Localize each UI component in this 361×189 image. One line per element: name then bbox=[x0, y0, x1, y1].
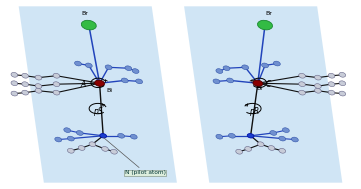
Text: Bi: Bi bbox=[256, 86, 262, 91]
Ellipse shape bbox=[35, 84, 42, 88]
Ellipse shape bbox=[270, 131, 277, 135]
Text: pR: pR bbox=[249, 107, 259, 116]
Ellipse shape bbox=[273, 61, 280, 66]
Ellipse shape bbox=[279, 136, 286, 141]
Ellipse shape bbox=[314, 75, 321, 80]
Text: N (pilot atom): N (pilot atom) bbox=[104, 138, 166, 175]
Ellipse shape bbox=[223, 66, 230, 71]
Ellipse shape bbox=[132, 69, 139, 73]
Ellipse shape bbox=[236, 149, 243, 154]
Ellipse shape bbox=[35, 75, 42, 80]
Ellipse shape bbox=[339, 81, 346, 86]
Ellipse shape bbox=[213, 79, 220, 84]
Ellipse shape bbox=[95, 80, 104, 86]
Ellipse shape bbox=[78, 146, 85, 150]
Ellipse shape bbox=[216, 69, 223, 73]
Text: C: C bbox=[266, 80, 271, 89]
Ellipse shape bbox=[11, 81, 18, 86]
Ellipse shape bbox=[247, 134, 254, 138]
Ellipse shape bbox=[314, 88, 321, 93]
Ellipse shape bbox=[229, 133, 235, 138]
Ellipse shape bbox=[118, 133, 125, 138]
Ellipse shape bbox=[130, 134, 137, 139]
Ellipse shape bbox=[339, 72, 346, 77]
Ellipse shape bbox=[216, 134, 223, 139]
Ellipse shape bbox=[121, 78, 128, 83]
Ellipse shape bbox=[314, 84, 321, 88]
Text: pS: pS bbox=[93, 107, 103, 116]
Ellipse shape bbox=[268, 146, 275, 150]
Ellipse shape bbox=[11, 72, 18, 77]
Ellipse shape bbox=[53, 73, 60, 78]
Ellipse shape bbox=[253, 80, 263, 86]
Ellipse shape bbox=[22, 73, 29, 78]
Ellipse shape bbox=[227, 78, 234, 83]
Ellipse shape bbox=[22, 82, 29, 87]
Ellipse shape bbox=[328, 82, 335, 87]
Ellipse shape bbox=[299, 90, 305, 95]
Ellipse shape bbox=[64, 128, 71, 132]
Ellipse shape bbox=[257, 142, 264, 147]
Ellipse shape bbox=[100, 134, 106, 138]
Ellipse shape bbox=[77, 131, 83, 135]
Text: A: A bbox=[80, 80, 85, 89]
Ellipse shape bbox=[299, 82, 305, 87]
Ellipse shape bbox=[291, 137, 298, 142]
Ellipse shape bbox=[53, 90, 60, 95]
Ellipse shape bbox=[136, 79, 143, 84]
Polygon shape bbox=[19, 6, 177, 183]
Ellipse shape bbox=[85, 63, 92, 68]
Ellipse shape bbox=[68, 148, 74, 153]
Ellipse shape bbox=[262, 63, 269, 68]
Text: Br: Br bbox=[265, 11, 272, 16]
Ellipse shape bbox=[328, 90, 335, 95]
Ellipse shape bbox=[11, 91, 18, 96]
Ellipse shape bbox=[22, 90, 29, 95]
Ellipse shape bbox=[279, 148, 286, 153]
Ellipse shape bbox=[55, 137, 62, 142]
Ellipse shape bbox=[339, 91, 346, 96]
Ellipse shape bbox=[245, 146, 252, 151]
Ellipse shape bbox=[110, 149, 117, 154]
Ellipse shape bbox=[282, 128, 289, 132]
Ellipse shape bbox=[53, 82, 60, 87]
Ellipse shape bbox=[257, 20, 273, 30]
Ellipse shape bbox=[105, 65, 112, 70]
Ellipse shape bbox=[75, 61, 82, 66]
Ellipse shape bbox=[125, 66, 132, 71]
Ellipse shape bbox=[81, 20, 96, 30]
Ellipse shape bbox=[242, 65, 249, 70]
Ellipse shape bbox=[35, 88, 42, 93]
Polygon shape bbox=[184, 6, 342, 183]
Ellipse shape bbox=[89, 142, 96, 147]
Ellipse shape bbox=[299, 73, 305, 78]
Ellipse shape bbox=[102, 146, 108, 151]
Ellipse shape bbox=[68, 136, 74, 141]
Text: Bi: Bi bbox=[106, 88, 112, 93]
Text: Br: Br bbox=[82, 11, 89, 16]
Ellipse shape bbox=[328, 73, 335, 78]
